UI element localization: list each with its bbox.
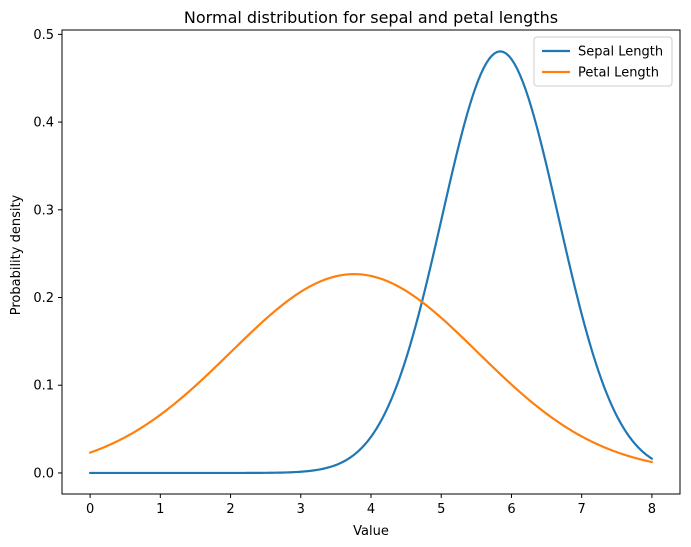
- legend: Sepal Length Petal Length: [533, 36, 673, 87]
- y-tick-label: 0.1: [33, 379, 54, 394]
- x-tick-label: 4: [367, 502, 375, 517]
- y-tick-label: 0.2: [33, 291, 54, 306]
- legend-label-sepal-length: Sepal Length: [578, 45, 663, 60]
- series-line-sepal-length: [88, 50, 654, 475]
- y-axis-label: Probability density: [9, 194, 24, 315]
- y-tick-label: 0.3: [33, 203, 54, 218]
- legend-box: [533, 36, 673, 87]
- x-tick-label: 2: [226, 502, 234, 517]
- y-tick-label: 0.4: [33, 116, 54, 131]
- x-axis-label: Value: [353, 524, 389, 539]
- legend-label-petal-length: Petal Length: [578, 66, 659, 81]
- y-tick-label: 0.0: [33, 466, 54, 481]
- x-tick-label: 6: [507, 502, 515, 517]
- plot-area: 0 1 2 3 4 5 6 7 8 0.0 0.1 0.2 0.3 0.4 0.5: [33, 28, 681, 517]
- x-tick-label: 7: [578, 502, 586, 517]
- x-tick-label: 3: [297, 502, 305, 517]
- x-tick-label: 5: [437, 502, 445, 517]
- chart-title: Normal distribution for sepal and petal …: [184, 8, 558, 27]
- series-line-petal-length: [88, 273, 654, 464]
- y-tick-label: 0.5: [33, 28, 54, 43]
- x-tick-label: 1: [156, 502, 164, 517]
- x-tick-label: 8: [648, 502, 656, 517]
- x-tick-label: 0: [86, 502, 94, 517]
